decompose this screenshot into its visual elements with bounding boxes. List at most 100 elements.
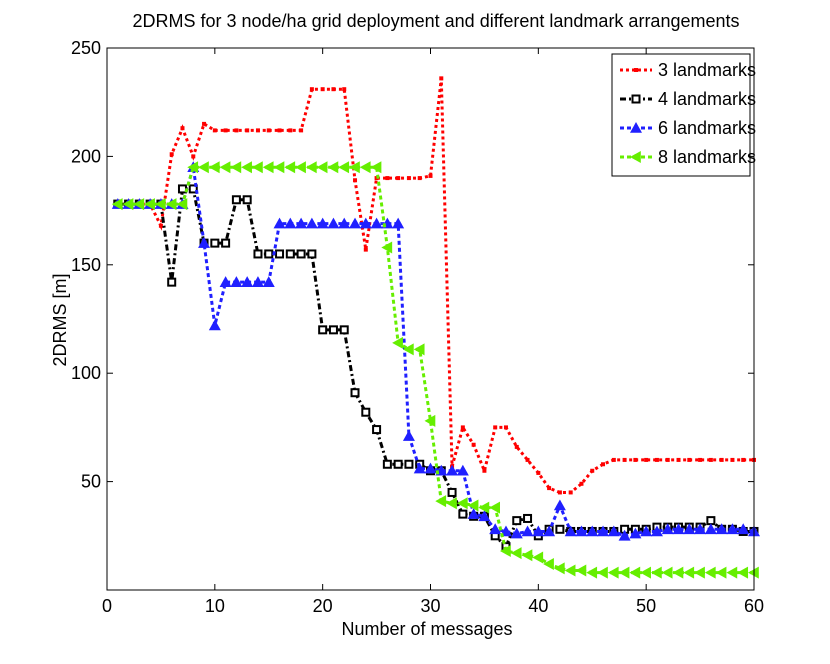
data-point [202,121,207,126]
data-point [251,161,263,174]
data-point [372,425,382,435]
data-point [253,249,263,259]
data-point [748,566,759,579]
data-point [575,564,587,577]
data-point [458,509,468,519]
legend-item: 4 landmarks [620,89,756,109]
data-point [618,566,630,579]
data-point [385,176,390,181]
data-point [683,566,695,579]
data-point [704,566,716,579]
data-point [543,525,556,537]
data-point [307,249,317,259]
data-point [275,249,285,259]
data-point [288,128,293,133]
data-point [133,198,145,211]
data-point [413,343,425,356]
x-tick-label: 10 [205,596,225,616]
data-point [234,128,239,133]
data-point [447,487,457,497]
data-point [230,161,242,174]
data-point [672,566,684,579]
data-point [532,551,544,564]
data-point [219,276,232,287]
data-point [439,76,444,81]
data-point [590,468,595,473]
data-point [521,525,534,537]
data-point [536,470,541,475]
data-point [111,198,123,211]
ticks-layer: 0 10 20 30 40 50 60 50 100 150 200 250 [71,38,764,616]
data-point [568,490,573,495]
data-point [396,176,401,181]
data-point [618,529,631,541]
data-point [219,161,231,174]
data-point [543,557,554,570]
data-point [661,523,674,535]
data-point [349,217,362,229]
series-1 [115,76,756,495]
data-point [221,238,231,248]
data-point [198,237,211,248]
data-point [672,523,685,535]
data-point [564,525,577,537]
data-point [564,564,576,577]
data-point [512,516,522,526]
data-point [467,499,479,512]
data-point [687,457,692,462]
data-point [510,527,523,539]
y-tick-label: 100 [71,363,101,383]
data-point [295,161,306,174]
x-axis-label: Number of messages [341,619,512,639]
data-point [547,486,552,491]
data-point [316,161,328,174]
data-point [555,524,565,534]
data-point [456,497,468,510]
data-point [210,238,220,248]
legend-label: 3 landmarks [658,60,756,80]
data-point [493,425,498,430]
data-point [532,525,545,537]
data-point [698,457,703,462]
x-tick-label: 50 [636,596,656,616]
data-point [331,87,336,92]
y-tick-label: 200 [71,146,101,166]
data-point [208,161,220,174]
data-point [694,523,707,535]
data-point [499,544,511,557]
data-point [154,198,166,211]
data-point [586,525,599,537]
data-point [456,464,469,476]
data-point [320,87,325,92]
data-point [597,525,610,537]
data-point [338,217,351,229]
data-point [694,566,705,579]
y-tick-label: 250 [71,38,101,58]
data-point [264,249,274,259]
data-point [406,176,411,181]
data-point [349,161,360,174]
legend-item: 6 landmarks [620,118,756,138]
data-point [370,161,382,174]
data-point [318,325,328,335]
data-point [650,525,663,537]
data-point [327,161,339,174]
data-point [601,462,606,467]
data-point [708,457,713,462]
data-point [482,468,487,473]
data-point [650,566,662,579]
data-point [208,319,221,331]
data-point [241,276,254,287]
data-point [510,547,522,560]
x-tick-label: 60 [744,596,764,616]
data-point [640,525,653,537]
data-point [525,457,530,462]
series-4 [111,161,759,579]
data-point [402,430,415,441]
data-point [381,241,393,254]
data-point [489,501,500,514]
legend-label: 4 landmarks [658,89,756,109]
data-point [665,457,670,462]
legend-label: 8 landmarks [658,147,756,167]
data-point [404,459,414,469]
